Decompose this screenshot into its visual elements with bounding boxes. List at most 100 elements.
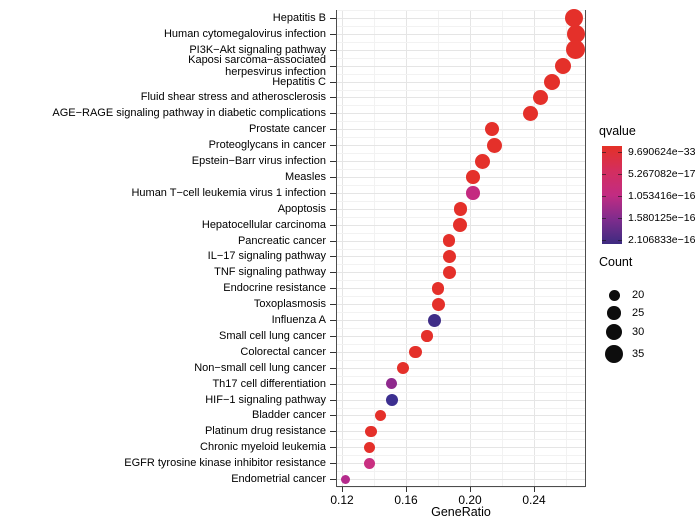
data-point-dot (442, 234, 456, 247)
y-axis-label-line: Endocrine resistance (223, 282, 326, 295)
y-axis-label: Bladder cancer (252, 409, 326, 421)
x-axis-tick-label: 0.20 (458, 493, 482, 507)
y-axis-label-line: Chronic myeloid leukemia (200, 441, 326, 454)
y-axis-label: Hepatitis C (272, 76, 326, 88)
y-minor-gridline (337, 343, 585, 345)
y-major-gridline (337, 97, 585, 99)
y-axis-label-line: Proteoglycans in cancer (208, 139, 326, 152)
y-axis-tick (330, 65, 336, 67)
y-axis-tick (330, 415, 336, 417)
qvalue-bar-tick-right (618, 240, 622, 241)
y-axis-label: Non−small cell lung cancer (194, 362, 326, 374)
y-axis-label: Colorectal cancer (240, 346, 326, 358)
y-minor-gridline (337, 423, 585, 425)
x-axis-tick (534, 487, 535, 492)
qvalue-legend-title: qvalue (599, 124, 636, 138)
qvalue-bar-tick-right (618, 218, 622, 219)
x-axis-tick (470, 487, 471, 492)
y-axis-label-line: AGE−RAGE signaling pathway in diabetic c… (52, 107, 326, 120)
y-minor-gridline (337, 200, 585, 202)
y-axis-tick (330, 208, 336, 210)
y-axis-label-line: HIF−1 signaling pathway (205, 393, 326, 406)
y-axis-label-line: Colorectal cancer (240, 345, 326, 358)
qvalue-tick-label: 1.580125e−16 (628, 212, 696, 224)
y-axis-label: Toxoplasmosis (254, 298, 326, 310)
y-axis-label-line: Endometrial cancer (231, 473, 326, 486)
data-point-dot (340, 474, 350, 484)
y-axis-tick (330, 129, 336, 131)
data-point-dot (566, 24, 585, 43)
y-axis-tick (330, 272, 336, 274)
y-axis-label-line: PI3K−Akt signaling pathway (189, 43, 326, 56)
y-axis-tick (330, 81, 336, 83)
count-legend-label: 35 (632, 348, 645, 360)
y-axis-label: Small cell lung cancer (219, 330, 326, 342)
y-major-gridline (337, 49, 585, 51)
y-axis-label-line: Toxoplasmosis (253, 298, 326, 311)
y-minor-gridline (337, 391, 585, 393)
data-point-dot (486, 137, 502, 153)
y-major-gridline (337, 431, 585, 433)
data-point-dot (453, 217, 468, 232)
x-axis-tick-label: 0.12 (330, 493, 354, 507)
y-major-gridline (337, 176, 585, 178)
count-legend-circle (607, 306, 621, 320)
y-minor-gridline (337, 439, 585, 441)
y-axis-tick (330, 145, 336, 147)
y-major-gridline (337, 256, 585, 258)
qvalue-bar-tick-right (618, 196, 622, 197)
data-point-dot (532, 89, 549, 106)
y-axis-tick (330, 431, 336, 433)
y-minor-gridline (337, 280, 585, 282)
data-point-dot (385, 377, 398, 390)
y-major-gridline (337, 335, 585, 337)
y-axis-tick (330, 351, 336, 353)
data-point-dot (421, 330, 433, 342)
y-major-gridline (337, 272, 585, 274)
data-point-dot (374, 409, 387, 422)
y-minor-gridline (337, 312, 585, 314)
data-point-dot (431, 282, 445, 295)
y-axis-label: Chronic myeloid leukemia (200, 441, 326, 453)
y-axis-label: Epstein−Barr virus infection (192, 155, 326, 167)
y-major-gridline (337, 192, 585, 194)
y-major-gridline (337, 415, 585, 417)
data-point-dot (523, 105, 539, 121)
y-axis-label: Hepatitis B (273, 12, 326, 24)
y-minor-gridline (337, 57, 585, 59)
qvalue-bar-tick-left (602, 152, 606, 153)
data-point-dot (566, 40, 586, 60)
y-minor-gridline (337, 407, 585, 409)
y-major-gridline (337, 367, 585, 369)
y-axis-label: Fluid shear stress and atherosclerosis (141, 91, 326, 103)
y-axis-label: Human T−cell leukemia virus 1 infection (131, 187, 326, 199)
y-axis-label-line: Influenza A (271, 314, 326, 327)
y-axis-label: IL−17 signaling pathway (208, 250, 326, 262)
y-minor-gridline (337, 137, 585, 139)
y-axis-label: Endometrial cancer (231, 473, 326, 485)
y-axis-label: AGE−RAGE signaling pathway in diabetic c… (52, 107, 326, 119)
y-axis-label-line: Kaposi sarcoma−associated (188, 53, 326, 66)
qvalue-bar-tick-right (618, 152, 622, 153)
y-axis-label-line: Non−small cell lung cancer (194, 361, 326, 374)
y-axis-tick (330, 33, 336, 35)
data-point-dot (564, 8, 584, 28)
y-major-gridline (337, 129, 585, 131)
data-point-dot (363, 457, 375, 469)
y-axis-label: PI3K−Akt signaling pathway (189, 44, 326, 56)
data-point-dot (428, 313, 442, 327)
y-minor-gridline (337, 25, 585, 27)
y-major-gridline (337, 383, 585, 385)
y-minor-gridline (337, 232, 585, 234)
y-axis-label-line: Human cytomegalovirus infection (163, 27, 326, 40)
data-point-dot (453, 202, 468, 216)
data-point-dot (363, 441, 375, 453)
y-minor-gridline (337, 296, 585, 298)
y-axis-label-line: Hepatocellular carcinoma (201, 218, 326, 231)
y-major-gridline (337, 113, 585, 115)
x-axis-tick (342, 487, 343, 492)
qvalue-bar-tick-right (618, 174, 622, 175)
data-point-dot (385, 393, 398, 406)
y-major-gridline (337, 304, 585, 306)
y-axis-tick (330, 288, 336, 290)
